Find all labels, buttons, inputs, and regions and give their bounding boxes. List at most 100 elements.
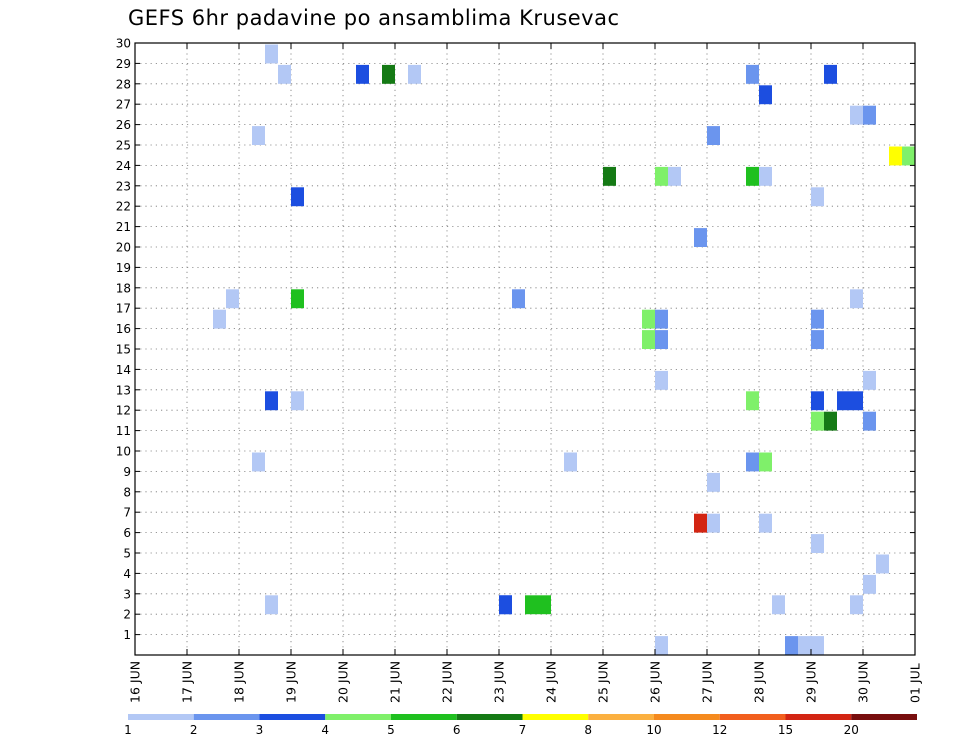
colorbar-segment (588, 714, 654, 720)
precip-cell (538, 595, 551, 615)
y-tick-label: 17 (116, 302, 131, 316)
precip-cell (707, 126, 720, 145)
precip-cell (863, 370, 876, 390)
colorbar-label: 20 (844, 723, 859, 737)
colorbar: 1 2 3 4 5 6 7 8 10 12 15 20 (124, 714, 917, 737)
chart-title: GEFS 6hr padavine po ansamblima Krusevac (128, 6, 620, 30)
y-tick-label: 20 (116, 241, 131, 255)
precip-cell (499, 595, 512, 615)
x-tick-label: 24 JUN (544, 661, 559, 703)
colorbar-label: 5 (387, 723, 395, 737)
precip-cell (265, 595, 278, 615)
y-tick-label: 14 (116, 363, 131, 377)
precip-cell (863, 105, 876, 125)
y-tick-label: 4 (123, 567, 131, 581)
precip-cell (850, 391, 863, 411)
precip-cell (863, 574, 876, 594)
colorbar-segment (654, 714, 720, 720)
precip-cell (694, 228, 707, 247)
precip-cell (746, 64, 759, 84)
x-tick-label: 25 JUN (596, 661, 611, 703)
y-tick-label: 26 (116, 118, 131, 132)
colorbar-segment (259, 714, 326, 720)
y-tick-label: 1 (123, 628, 131, 642)
x-tick-label: 26 JUN (648, 661, 663, 703)
x-tick-label: 16 JUN (128, 661, 143, 703)
y-tick-label: 25 (116, 139, 131, 153)
y-tick-label: 15 (116, 343, 131, 357)
x-tick-label: 01 JUL (908, 663, 923, 703)
colorbar-label: 6 (453, 723, 461, 737)
precip-cell (265, 391, 278, 411)
y-tick-label: 27 (116, 98, 131, 112)
precip-cell (746, 166, 759, 186)
x-tick-label: 18 JUN (232, 661, 247, 703)
precip-cell (356, 64, 369, 84)
precip-cell (642, 309, 655, 329)
precip-cell (512, 289, 525, 309)
precip-cell (759, 85, 772, 105)
x-tick-label: 20 JUN (336, 661, 351, 703)
precip-cell (564, 452, 577, 472)
y-tick-label: 30 (116, 37, 131, 51)
y-tick-label: 28 (116, 77, 131, 91)
precip-cell (226, 289, 239, 309)
precip-cell (252, 126, 265, 145)
precip-cell (707, 472, 720, 492)
precip-cell (265, 44, 278, 64)
y-tick-label: 5 (123, 547, 131, 561)
x-tick-label: 27 JUN (700, 661, 715, 703)
precip-cell (798, 636, 811, 655)
y-tick-label: 12 (116, 404, 131, 418)
colorbar-label: 12 (712, 723, 727, 737)
precip-cell (811, 391, 824, 411)
y-tick-label: 7 (123, 506, 131, 520)
colorbar-segment (193, 714, 260, 720)
colorbar-segment (785, 714, 852, 720)
precip-cell (655, 330, 668, 349)
precip-cell (863, 411, 876, 431)
colorbar-segment (719, 714, 786, 720)
y-tick-label: 21 (116, 220, 131, 234)
precip-cell (811, 534, 824, 553)
x-tick-label: 17 JUN (180, 661, 195, 703)
y-tick-label: 22 (116, 200, 131, 214)
precip-cell (668, 166, 681, 186)
colorbar-label: 1 (124, 723, 132, 737)
y-tick-label: 6 (123, 526, 131, 540)
precip-cell (824, 411, 837, 431)
y-axis: 1234567891011121314151617181920212223242… (116, 37, 915, 642)
precip-cell (837, 391, 850, 411)
precip-cell (876, 554, 889, 574)
y-tick-label: 24 (116, 159, 131, 173)
x-tick-label: 30 JUN (856, 661, 871, 703)
precip-cell (811, 411, 824, 431)
colorbar-segment (851, 714, 917, 720)
colorbar-segment (391, 714, 457, 720)
y-tick-label: 10 (116, 445, 131, 459)
precip-cell (694, 513, 707, 533)
colorbar-segment (128, 714, 194, 720)
precip-cell (252, 452, 265, 472)
precip-cell (902, 146, 915, 166)
colorbar-label: 8 (584, 723, 592, 737)
precip-cell (408, 64, 421, 84)
precip-cell (707, 513, 720, 533)
precip-cell (850, 595, 863, 615)
precip-cell (772, 595, 785, 615)
x-axis: 16 JUN 17 JUN 18 JUN 19 JUN 20 JUN 21 JUN 22 J… (128, 43, 923, 703)
y-tick-label: 2 (123, 608, 131, 622)
precip-cell (655, 636, 668, 655)
x-tick-label: 22 JUN (440, 661, 455, 703)
y-tick-label: 11 (116, 424, 131, 438)
precip-cell (291, 187, 304, 207)
precip-cell (213, 309, 226, 329)
colorbar-segment (456, 714, 523, 720)
precip-cell (811, 309, 824, 329)
precip-cell (382, 64, 395, 84)
colorbar-label: 2 (190, 723, 198, 737)
precip-cell (759, 166, 772, 186)
precip-cell (603, 166, 616, 186)
precip-cell (655, 309, 668, 329)
precip-cell (655, 166, 668, 186)
